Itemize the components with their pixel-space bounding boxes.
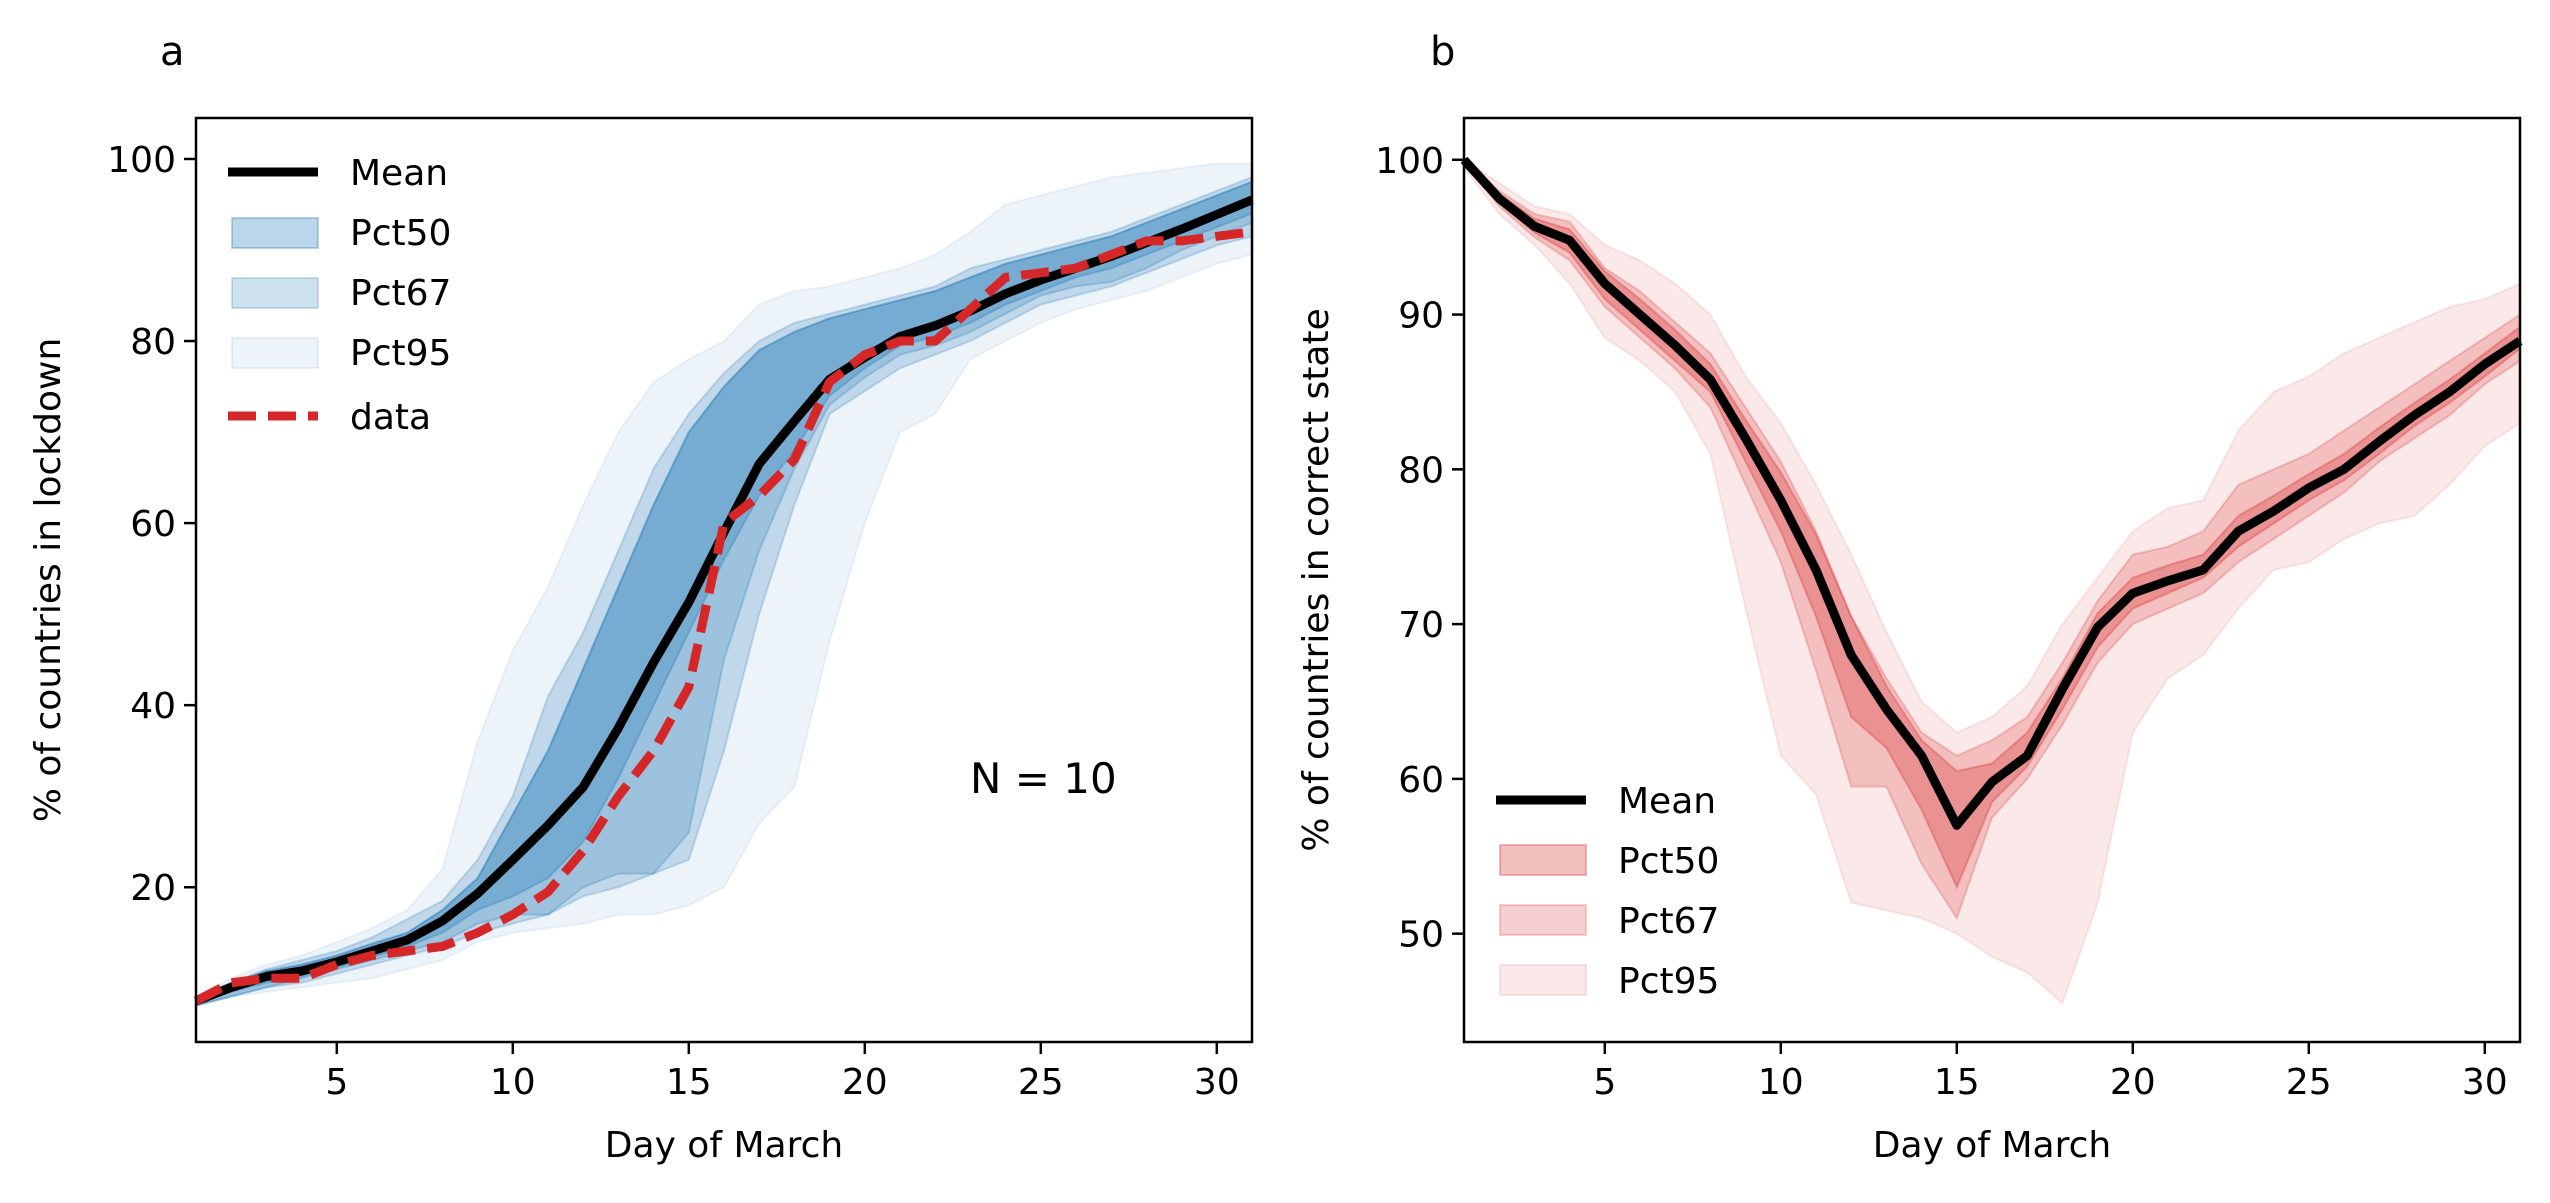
a-ytick-label: 20 (130, 868, 176, 909)
a-xtick-label: 15 (666, 1062, 712, 1103)
legend-a-pct95-label: Pct95 (350, 333, 451, 374)
legend-b-pct95-label: Pct95 (1618, 961, 1719, 1002)
legend-a-data-label: data (350, 397, 431, 438)
panel-b-legend: Mean Pct50 Pct67 Pct95 (1496, 781, 1719, 1002)
b-xtick-label: 5 (1593, 1062, 1616, 1103)
b-ytick-label: 90 (1398, 296, 1444, 337)
a-xtick-label: 30 (1194, 1062, 1240, 1103)
legend-b-pct67-label: Pct67 (1618, 901, 1719, 942)
a-ytick-label: 100 (107, 140, 176, 181)
b-ytick-label: 80 (1398, 450, 1444, 491)
legend-b-pct50-swatch (1499, 844, 1587, 876)
a-xtick-label: 20 (842, 1062, 888, 1103)
panel-a-label: a (160, 29, 185, 75)
b-xtick-label: 20 (2110, 1062, 2156, 1103)
b-xtick-label: 10 (1758, 1062, 1804, 1103)
legend-b-pct95-swatch (1499, 964, 1587, 996)
b-xtick-label: 15 (1934, 1062, 1980, 1103)
panel-a-ylabel: % of countries in lockdown (28, 338, 69, 823)
panel-a-legend: Mean Pct50 Pct67 Pct95 data (228, 153, 451, 438)
legend-a-pct67-swatch (231, 277, 319, 309)
b-ytick-label: 70 (1398, 605, 1444, 646)
panel-b-y-ticks: 50 60 70 80 90 100 (1375, 141, 1464, 956)
b-mean-line (1460, 156, 2523, 830)
panel-b-x-ticks: 5 10 15 20 25 30 (1593, 1042, 2508, 1103)
panel-b-xlabel: Day of March (1873, 1125, 2111, 1166)
a-ytick-label: 80 (130, 322, 176, 363)
legend-b-pct67-swatch (1499, 904, 1587, 936)
panel-b-label: b (1430, 29, 1455, 75)
b-ytick-label: 60 (1398, 760, 1444, 801)
panel-b-lines (1460, 156, 2523, 830)
a-data-line (193, 227, 1253, 1005)
legend-a-mean-label: Mean (350, 153, 448, 194)
panel-a-frame (194, 116, 1254, 1044)
a-ytick-label: 40 (130, 686, 176, 727)
b-ytick-label: 50 (1398, 915, 1444, 956)
a-ytick-label: 60 (130, 504, 176, 545)
b-xtick-label: 30 (2462, 1062, 2508, 1103)
legend-a-pct50-label: Pct50 (350, 213, 451, 254)
panel-b-ylabel: % of countries in correct state (1296, 308, 1337, 851)
legend-b-mean-label: Mean (1618, 781, 1716, 822)
panel-a-lines (193, 195, 1254, 1006)
panel-b-frame (1462, 116, 2522, 1044)
legend-b-pct50-label: Pct50 (1618, 841, 1719, 882)
a-xtick-label: 10 (490, 1062, 536, 1103)
panel-a-annotation: N = 10 (970, 754, 1117, 803)
legend-a-pct67-label: Pct67 (350, 273, 451, 314)
b-ytick-label: 100 (1375, 141, 1444, 182)
panel-a-x-ticks: 5 10 15 20 25 30 (325, 1042, 1240, 1103)
panel-b: b 5 10 15 20 25 30 50 60 70 80 90 100 Day of March… (1296, 29, 2523, 1166)
panel-a: a 5 10 15 20 25 30 20 40 60 80 100 Day of March %… (28, 29, 1254, 1166)
b-xtick-label: 25 (2286, 1062, 2332, 1103)
panel-a-xlabel: Day of March (605, 1125, 843, 1166)
a-xtick-label: 5 (325, 1062, 348, 1103)
a-xtick-label: 25 (1018, 1062, 1064, 1103)
panel-a-y-ticks: 20 40 60 80 100 (107, 140, 196, 909)
legend-a-pct95-swatch (231, 337, 319, 369)
legend-a-pct50-swatch (231, 217, 319, 249)
